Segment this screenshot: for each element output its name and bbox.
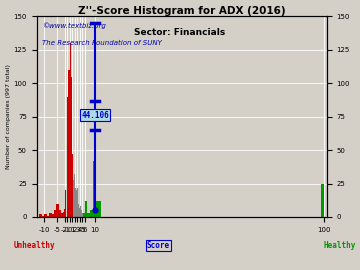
Bar (67, 97, 68, 217)
Bar (74, 174, 75, 217)
Bar (58, 210, 61, 217)
Bar (49, 213, 52, 217)
Bar (73, 180, 74, 217)
Bar (87, 213, 90, 217)
Bar (93, 161, 96, 217)
Bar (47, 216, 49, 217)
Bar (76, 190, 77, 217)
Bar (65, 190, 67, 217)
Text: Unhealthy: Unhealthy (13, 241, 55, 250)
Bar (321, 184, 324, 217)
Bar (56, 204, 59, 217)
Bar (84, 213, 85, 217)
Bar (61, 213, 63, 217)
Text: Sector: Financials: Sector: Financials (134, 28, 226, 37)
Bar (80, 206, 81, 217)
Bar (54, 210, 56, 217)
Bar (90, 210, 93, 217)
Bar (78, 206, 79, 217)
Bar (95, 201, 102, 217)
Text: The Research Foundation of SUNY: The Research Foundation of SUNY (42, 40, 162, 46)
Bar (52, 214, 54, 217)
Bar (82, 213, 83, 217)
Bar (60, 213, 61, 217)
Title: Z''-Score Histogram for ADX (2016): Z''-Score Histogram for ADX (2016) (78, 6, 285, 16)
Bar (81, 210, 82, 217)
Bar (44, 214, 47, 217)
Bar (68, 70, 69, 217)
Text: 44.106: 44.106 (81, 111, 109, 120)
Bar (85, 201, 87, 217)
Bar (71, 76, 72, 217)
Text: ©www.textbiz.org: ©www.textbiz.org (42, 22, 106, 29)
Bar (64, 209, 65, 217)
Bar (42, 216, 44, 217)
Y-axis label: Number of companies (997 total): Number of companies (997 total) (5, 64, 10, 169)
Bar (72, 154, 73, 217)
Bar (77, 188, 78, 217)
Bar (69, 43, 71, 217)
Bar (75, 188, 76, 217)
Text: Score: Score (147, 241, 170, 250)
Bar (83, 213, 84, 217)
Bar (79, 208, 80, 217)
Bar (63, 212, 64, 217)
Bar (39, 214, 42, 217)
Text: Healthy: Healthy (323, 241, 356, 250)
